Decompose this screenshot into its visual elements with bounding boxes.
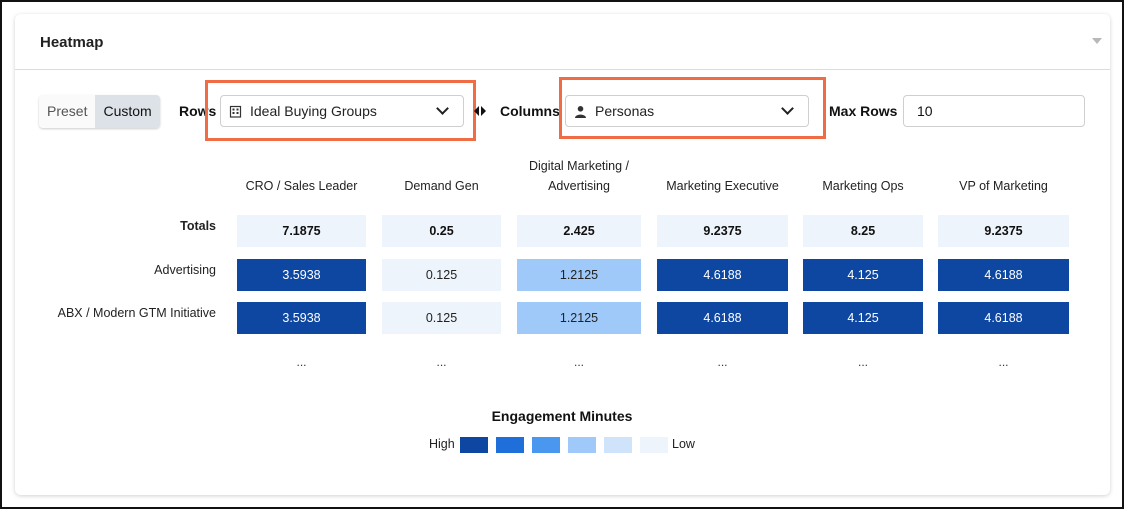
swap-icon[interactable]	[474, 105, 486, 117]
heatmap-cell: 4.6188	[657, 259, 788, 291]
legend-swatch	[568, 437, 596, 453]
rows-select-value: Ideal Buying Groups	[250, 103, 377, 119]
columns-highlight	[559, 77, 826, 139]
person-icon	[574, 105, 587, 118]
preset-custom-toggle: Preset Custom	[39, 95, 160, 128]
legend-low-label: Low	[672, 437, 695, 451]
more-rows-ellipsis: ...	[573, 355, 584, 369]
totals-cell: 0.25	[382, 215, 501, 247]
legend-swatch	[640, 437, 668, 453]
totals-cell: 9.2375	[657, 215, 788, 247]
custom-button[interactable]: Custom	[95, 95, 160, 128]
heatmap-cell: 1.2125	[517, 259, 641, 291]
more-rows-ellipsis: ...	[296, 355, 307, 369]
column-header: Demand Gen	[404, 179, 479, 193]
columns-select[interactable]: Personas	[565, 95, 809, 127]
more-rows-ellipsis: ...	[857, 355, 868, 369]
totals-cell: 8.25	[803, 215, 923, 247]
column-header: Marketing Ops	[822, 179, 904, 193]
heatmap-cell: 4.6188	[938, 302, 1069, 334]
heatmap-cell: 4.6188	[938, 259, 1069, 291]
legend-swatch	[496, 437, 524, 453]
legend-title: Engagement Minutes	[491, 408, 633, 424]
building-icon	[229, 105, 242, 118]
chevron-down-icon	[436, 102, 449, 115]
columns-select-value: Personas	[595, 103, 655, 119]
legend-swatch	[460, 437, 488, 453]
column-header: Marketing Executive	[666, 179, 779, 193]
more-rows-ellipsis: ...	[717, 355, 728, 369]
totals-row-label: Totals	[180, 219, 216, 233]
totals-cell: 9.2375	[938, 215, 1069, 247]
heatmap-cell: 0.125	[382, 302, 501, 334]
chevron-down-icon	[781, 102, 794, 115]
heatmap-cell: 1.2125	[517, 302, 641, 334]
column-header: Digital Marketing / Advertising	[528, 159, 630, 193]
legend-high-label: High	[429, 437, 455, 451]
card-title: Heatmap	[40, 34, 104, 51]
totals-cell: 7.1875	[237, 215, 366, 247]
more-rows-ellipsis: ...	[998, 355, 1009, 369]
legend-swatch	[604, 437, 632, 453]
heatmap-card: Heatmap	[15, 14, 1110, 495]
column-header: CRO / Sales Leader	[245, 179, 358, 193]
heatmap-cell: 4.125	[803, 302, 923, 334]
heatmap-cell: 3.5938	[237, 259, 366, 291]
heatmap-cell: 4.6188	[657, 302, 788, 334]
max-rows-input[interactable]: 10	[903, 95, 1085, 127]
row-label: Advertising	[154, 263, 216, 277]
collapse-caret-icon[interactable]	[1092, 38, 1102, 44]
preset-button[interactable]: Preset	[39, 95, 96, 128]
row-label: ABX / Modern GTM Initiative	[57, 306, 216, 320]
rows-select[interactable]: Ideal Buying Groups	[220, 95, 464, 127]
column-header: VP of Marketing	[959, 179, 1048, 193]
legend-swatch	[532, 437, 560, 453]
more-rows-ellipsis: ...	[436, 355, 447, 369]
totals-cell: 2.425	[517, 215, 641, 247]
heatmap-cell: 4.125	[803, 259, 923, 291]
columns-label: Columns	[500, 103, 560, 119]
heatmap-cell: 0.125	[382, 259, 501, 291]
max-rows-label: Max Rows	[829, 103, 898, 119]
heatmap-cell: 3.5938	[237, 302, 366, 334]
card-header: Heatmap	[15, 14, 1110, 70]
